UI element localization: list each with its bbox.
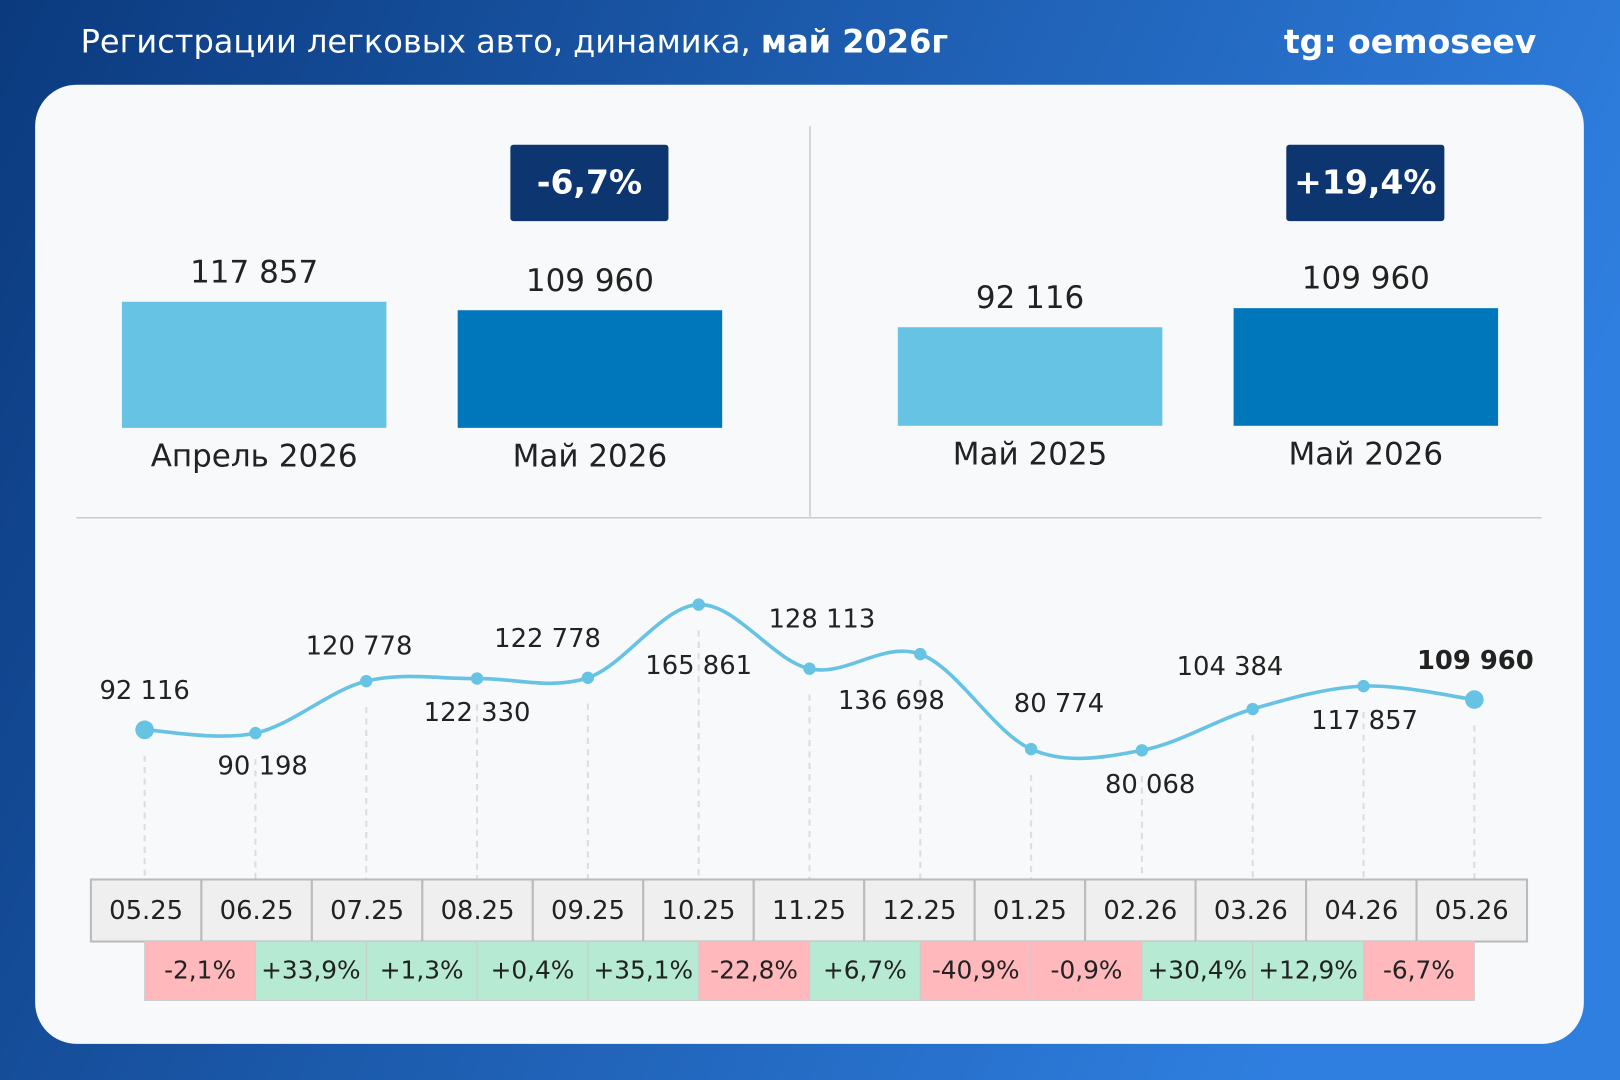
month-cell xyxy=(642,878,755,943)
value-label: 120 778 xyxy=(306,632,413,662)
handle: tg: oemoseev xyxy=(1284,22,1537,61)
change-cell xyxy=(1030,940,1143,1001)
change-label: -0,9% xyxy=(1051,955,1123,984)
category-label: Май 2025 xyxy=(953,436,1108,472)
month-label: 09.25 xyxy=(551,896,625,926)
change-cell xyxy=(1363,940,1475,1001)
month-label: 02.26 xyxy=(1103,896,1177,926)
bar xyxy=(457,310,723,428)
change-label: -2,1% xyxy=(164,955,236,984)
point xyxy=(135,720,154,740)
month-cell xyxy=(973,878,1087,943)
month-label: 05.25 xyxy=(109,896,183,926)
point xyxy=(1465,690,1484,709)
change-label: +12,9% xyxy=(1258,955,1357,984)
month-label: 11.25 xyxy=(772,896,846,926)
month-cell xyxy=(1194,878,1308,943)
value-label: 109 960 xyxy=(1302,261,1430,297)
month-label: 03.26 xyxy=(1214,896,1288,926)
month-label: 05.26 xyxy=(1435,896,1509,926)
value-label: 136 698 xyxy=(838,686,945,716)
month-label: 08.25 xyxy=(441,896,515,926)
category-label: Апрель 2026 xyxy=(151,438,358,474)
month-label: 06.25 xyxy=(220,896,294,926)
card xyxy=(35,84,1584,1044)
change-label: +1,3% xyxy=(380,955,464,984)
value-label: 117 857 xyxy=(1311,706,1418,736)
change-label: +6,7% xyxy=(823,955,907,984)
change-cell xyxy=(476,940,589,1001)
value-label: 109 960 xyxy=(1417,646,1534,676)
month-cell xyxy=(531,878,645,943)
point xyxy=(249,726,262,740)
value-label: 80 774 xyxy=(1014,689,1104,719)
point xyxy=(692,598,705,611)
value-label: 109 960 xyxy=(526,263,654,299)
point xyxy=(914,647,927,661)
value-label: 122 330 xyxy=(424,698,531,728)
point xyxy=(1246,702,1259,716)
value-label: 80 068 xyxy=(1105,770,1195,800)
category-label: Май 2026 xyxy=(1289,436,1444,472)
change-cell xyxy=(919,940,1032,1001)
month-cell xyxy=(1415,878,1529,943)
point xyxy=(1024,742,1038,756)
title-bold: май 2026г xyxy=(761,22,948,60)
change-label: +33,9% xyxy=(261,955,360,984)
month-label: 10.25 xyxy=(662,896,736,926)
month-label: 01.25 xyxy=(993,896,1067,926)
change-label: +35,1% xyxy=(594,955,693,984)
change-label: +30,4% xyxy=(1148,955,1247,984)
change-cell xyxy=(254,940,367,1001)
value-label: 92 116 xyxy=(976,280,1084,316)
change-badge-label: -6,7% xyxy=(537,162,642,201)
change-cell xyxy=(1252,940,1365,1001)
value-label: 90 198 xyxy=(218,752,308,782)
point xyxy=(581,671,595,684)
change-label: -6,7% xyxy=(1383,955,1455,984)
title-text: Регистрации легковых авто, динамика, xyxy=(81,22,751,60)
value-label: 165 861 xyxy=(645,651,752,681)
bar xyxy=(121,301,387,428)
point xyxy=(470,672,484,685)
change-badge xyxy=(1286,144,1445,222)
value-label: 104 384 xyxy=(1177,652,1284,682)
change-badge-label: +19,4% xyxy=(1294,162,1436,201)
point xyxy=(803,662,816,675)
month-cell xyxy=(752,878,866,943)
value-label: 92 116 xyxy=(99,676,189,706)
change-label: -22,8% xyxy=(710,955,798,984)
month-label: 12.25 xyxy=(882,896,956,926)
month-label: 04.26 xyxy=(1324,896,1398,926)
change-cell xyxy=(808,940,921,1001)
change-label: -40,9% xyxy=(932,955,1020,984)
change-cell xyxy=(365,940,478,1001)
value-label: 117 857 xyxy=(190,254,318,290)
change-badge xyxy=(510,144,669,222)
change-cell xyxy=(144,940,256,1001)
change-label: +0,4% xyxy=(491,955,575,984)
change-cell xyxy=(698,940,810,1001)
value-label: 128 113 xyxy=(768,605,875,635)
category-label: Май 2026 xyxy=(513,438,668,474)
title: Регистрации легковых авто, динамика, май… xyxy=(81,22,948,60)
bar xyxy=(897,327,1163,426)
change-cell xyxy=(1141,940,1254,1001)
point xyxy=(1135,744,1149,757)
value-label: 122 778 xyxy=(494,624,601,654)
point xyxy=(360,674,373,688)
bar xyxy=(1233,308,1499,426)
month-label: 07.25 xyxy=(330,896,404,926)
point xyxy=(1357,679,1370,693)
